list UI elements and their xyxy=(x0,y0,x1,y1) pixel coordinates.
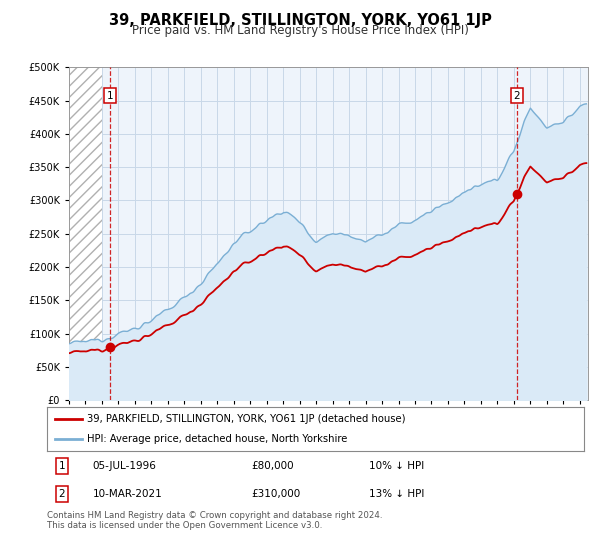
Text: 05-JUL-1996: 05-JUL-1996 xyxy=(92,461,157,472)
Text: 10-MAR-2021: 10-MAR-2021 xyxy=(92,489,162,499)
Text: 1: 1 xyxy=(59,461,65,472)
Bar xyxy=(69,67,102,400)
Text: 2: 2 xyxy=(59,489,65,499)
Text: HPI: Average price, detached house, North Yorkshire: HPI: Average price, detached house, Nort… xyxy=(87,434,347,444)
Text: £310,000: £310,000 xyxy=(251,489,300,499)
Text: 39, PARKFIELD, STILLINGTON, YORK, YO61 1JP (detached house): 39, PARKFIELD, STILLINGTON, YORK, YO61 1… xyxy=(87,414,406,424)
Text: £80,000: £80,000 xyxy=(251,461,293,472)
Text: Price paid vs. HM Land Registry's House Price Index (HPI): Price paid vs. HM Land Registry's House … xyxy=(131,24,469,37)
Text: Contains HM Land Registry data © Crown copyright and database right 2024.
This d: Contains HM Land Registry data © Crown c… xyxy=(47,511,382,530)
Text: 1: 1 xyxy=(107,91,113,101)
Text: 10% ↓ HPI: 10% ↓ HPI xyxy=(369,461,424,472)
Text: 2: 2 xyxy=(514,91,520,101)
Text: 39, PARKFIELD, STILLINGTON, YORK, YO61 1JP: 39, PARKFIELD, STILLINGTON, YORK, YO61 1… xyxy=(109,13,491,28)
Bar xyxy=(69,67,102,400)
Text: 13% ↓ HPI: 13% ↓ HPI xyxy=(369,489,424,499)
